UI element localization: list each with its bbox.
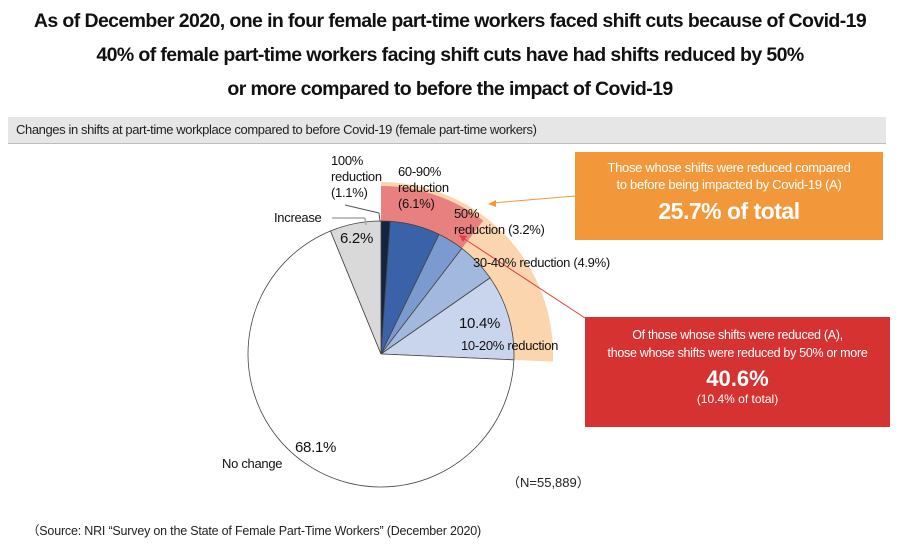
pie-slice-no-change xyxy=(247,230,515,488)
pie-slices xyxy=(247,220,515,488)
label-6090-line1: 60-90% xyxy=(398,164,442,179)
label-100-line3: (1.1%) xyxy=(331,185,368,200)
arrow-head-callout-b xyxy=(459,235,467,242)
label-60-90-reduction: 60-90% reduction (6.1%) xyxy=(398,164,449,212)
highlight-bands xyxy=(381,182,553,362)
label-50-line2: reduction (3.2%) xyxy=(454,222,545,237)
pie-slice-increase xyxy=(329,220,382,355)
headline-line-1: As of December 2020, one in four female … xyxy=(33,10,867,32)
callout-b-text: Of those whose shifts were reduced (A), … xyxy=(585,326,890,362)
leader-lines xyxy=(332,195,586,319)
callout-a-text: Those whose shifts were reduced compared… xyxy=(575,159,883,193)
label-10-20-pct: 10.4% xyxy=(459,315,501,332)
headline-line-3: or more compared to before the impact of… xyxy=(227,78,673,100)
label-100-line2: reduction xyxy=(331,169,382,184)
label-50-line1: 50% xyxy=(454,206,480,221)
sample-size-label: （N=55,889） xyxy=(507,475,590,490)
leader-line-100 xyxy=(344,204,380,214)
leader-line-100-tail xyxy=(378,212,381,222)
callout-b-line2: those whose shifts were reduced by 50% o… xyxy=(607,346,868,360)
chart-subtitle-bar: Changes in shifts at part-time workplace… xyxy=(8,117,886,144)
label-6090-line3: (6.1%) xyxy=(398,196,435,211)
callout-b-sub: (10.4% of total) xyxy=(696,392,779,406)
label-10-20-name: 10-20% reduction xyxy=(461,338,559,353)
label-increase-pct: 6.2% xyxy=(340,230,373,247)
label-100-reduction: 100% reduction (1.1%) xyxy=(331,153,382,201)
callout-reduced-50-or-more: Of those whose shifts were reduced (A), … xyxy=(585,317,890,427)
callout-a-value: 25.7% of total xyxy=(658,198,800,224)
label-no-change: No change xyxy=(222,456,283,471)
arrow-head-callout-a xyxy=(488,200,496,207)
callout-a-line2: to before being impacted by Covid-19 (A) xyxy=(616,177,842,192)
label-increase: Increase xyxy=(274,210,322,225)
headline-line-2: 40% of female part-time workers facing s… xyxy=(96,44,804,66)
callout-reduced-shifts: Those whose shifts were reduced compared… xyxy=(575,152,883,240)
source-note: （Source: NRI “Survey on the State of Fem… xyxy=(27,524,482,538)
label-30-40-reduction: 30-40% reduction (4.9%) xyxy=(473,255,610,270)
leader-line-increase-tail xyxy=(364,217,367,226)
arrow-callout-b xyxy=(462,237,586,319)
pie-slice-10-20-reduction xyxy=(379,277,515,361)
label-100-line1: 100% xyxy=(331,153,364,168)
label-50-reduction: 50% reduction (3.2%) xyxy=(454,206,545,238)
highlight-band-reduced-50-plus xyxy=(381,186,484,250)
callout-a-line1: Those whose shifts were reduced compared xyxy=(607,160,851,175)
callout-b-line1: Of those whose shifts were reduced (A), xyxy=(632,328,843,342)
chart-subtitle: Changes in shifts at part-time workplace… xyxy=(16,122,537,137)
label-no-change-pct: 68.1% xyxy=(295,439,337,456)
label-6090-line2: reduction xyxy=(398,180,449,195)
arrow-callout-a xyxy=(491,195,576,204)
callout-b-value: 40.6% xyxy=(706,366,769,391)
